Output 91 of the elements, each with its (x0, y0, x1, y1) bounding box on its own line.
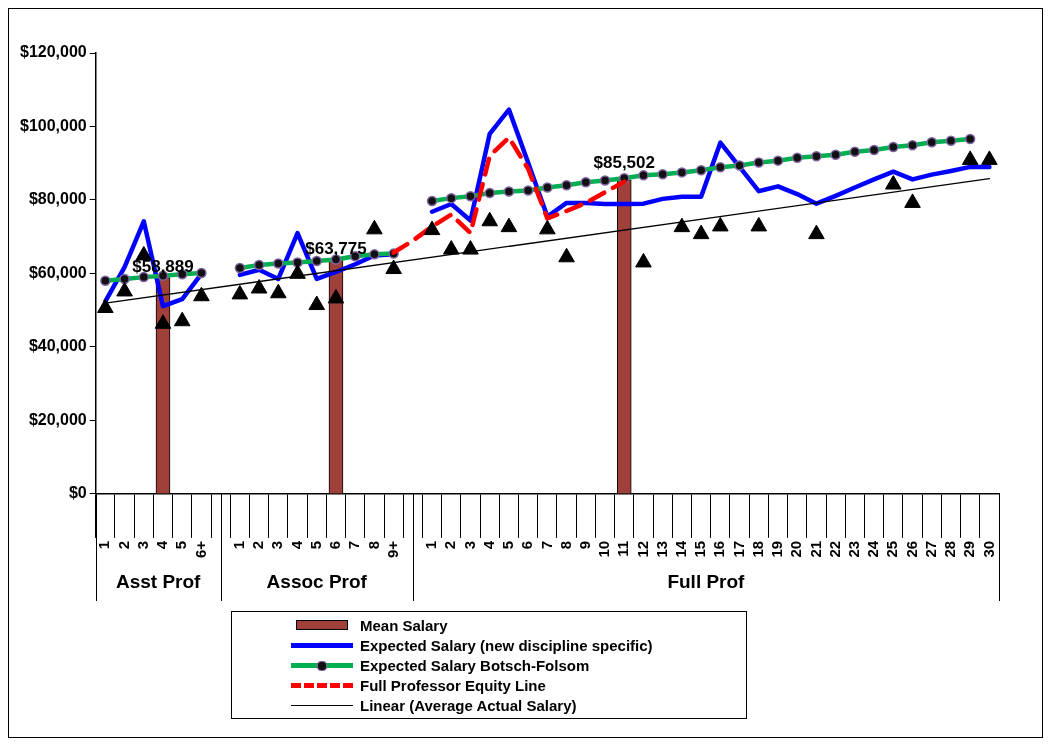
x-tick-label: 13 (652, 540, 670, 558)
x-tick-label: 12 (633, 540, 651, 558)
x-tick-label: 15 (691, 540, 709, 558)
point (635, 252, 652, 268)
x-tick-label: 14 (672, 540, 690, 558)
point (231, 284, 249, 300)
y-tick-label: $40,000 (28, 337, 87, 355)
point (481, 211, 499, 227)
x-tick-label: 5 (306, 540, 324, 550)
point (308, 295, 326, 311)
point (673, 217, 691, 233)
y-tick-label: $120,000 (20, 43, 87, 61)
point (462, 240, 479, 255)
point (423, 220, 441, 236)
x-tick-label: 4 (479, 540, 497, 550)
x-tick-label: 10 (595, 540, 613, 558)
point (885, 175, 902, 190)
data-label: $85,502 (593, 152, 655, 172)
x-tick-label: 18 (748, 540, 766, 558)
x-tick-label: 6 (518, 540, 536, 550)
point (116, 281, 133, 297)
point (135, 245, 153, 261)
point (270, 283, 287, 299)
x-tick-label: 9+ (383, 540, 401, 559)
point (173, 311, 191, 327)
x-tick-label: 16 (710, 540, 728, 558)
x-tick-label: 2 (249, 540, 267, 550)
point (250, 279, 268, 294)
x-tick-label: 21 (806, 540, 824, 558)
text: Asst Prof (115, 571, 202, 593)
point (692, 224, 710, 240)
legend-label: Expected Salary Botsch-Folsom (360, 656, 590, 674)
x-tick-label: 9 (575, 540, 593, 550)
x-tick-label: 17 (729, 540, 747, 558)
point (193, 286, 210, 302)
text: Full Prof (667, 571, 746, 593)
point (712, 216, 729, 232)
x-tick-label: 1 (230, 540, 248, 550)
data-label: $63,775 (305, 238, 367, 258)
y-tick-label: $80,000 (28, 190, 87, 208)
y-tick-label: $60,000 (28, 263, 87, 281)
x-tick-label: 3 (133, 540, 151, 550)
point (500, 217, 518, 233)
x-tick-label: 1 (422, 540, 440, 550)
x-tick-label: 8 (364, 540, 382, 550)
point (366, 219, 383, 235)
x-tick-label: 27 (921, 540, 939, 558)
legend-label: Expected Salary (new discipline specific) (360, 636, 653, 654)
x-tick-label: 23 (845, 540, 862, 558)
legend-label: Full Professor Equity Line (360, 676, 546, 694)
y-tick-label: $20,000 (28, 410, 87, 428)
x-tick-label: 3 (268, 540, 286, 550)
x-tick-label: 7 (345, 540, 363, 550)
x-tick-label: 24 (864, 540, 882, 558)
x-tick-label: 4 (153, 540, 171, 550)
point (904, 193, 921, 208)
text: Assoc Prof (266, 571, 368, 593)
x-tick-label: 28 (941, 540, 959, 558)
x-tick-label: 25 (883, 540, 901, 558)
x-tick-label: 8 (556, 540, 574, 550)
x-tick-label: 20 (787, 540, 805, 558)
legend-label: Linear (Average Actual Salary) (360, 696, 577, 714)
x-tick-label: 30 (979, 540, 997, 558)
x-tick-label: 19 (768, 540, 786, 558)
x-tick-label: 6+ (191, 540, 209, 559)
point (97, 298, 114, 313)
x-tick-label: 2 (441, 540, 459, 550)
y-tick-label: $0 (68, 484, 87, 502)
point (327, 288, 345, 304)
point (289, 264, 306, 279)
x-tick-label: 22 (825, 540, 843, 558)
x-tick-label: 2 (114, 540, 132, 550)
y-tick-label: $100,000 (20, 116, 87, 134)
x-tick-label: 29 (960, 540, 978, 558)
legend-label: Mean Salary (360, 616, 448, 634)
point (154, 314, 172, 329)
x-tick-label: 4 (287, 540, 305, 550)
point (442, 240, 460, 255)
point (750, 216, 768, 232)
x-tick-label: 6 (326, 540, 344, 550)
point (539, 219, 556, 235)
x-tick-label: 5 (172, 540, 190, 550)
x-tick-label: 3 (460, 540, 478, 550)
point (808, 224, 825, 240)
x-tick-label: 11 (614, 540, 632, 557)
x-tick-label: 1 (95, 540, 113, 550)
point (385, 259, 402, 275)
x-tick-label: 5 (499, 540, 517, 550)
x-tick-label: 26 (902, 540, 920, 558)
x-tick-label: 7 (537, 540, 555, 550)
point (558, 247, 575, 263)
